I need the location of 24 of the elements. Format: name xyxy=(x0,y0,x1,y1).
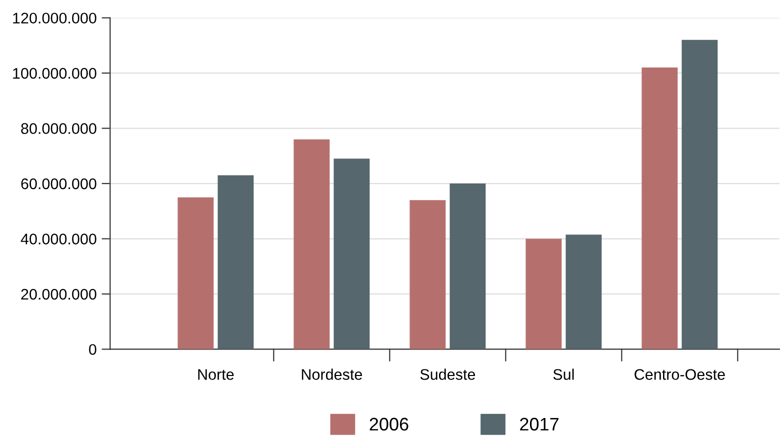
y-tick-label: 80.000.000 xyxy=(21,123,96,134)
y-tick-label: 0 xyxy=(89,344,96,355)
y-tick-label: 100.000.000 xyxy=(13,68,96,79)
bar xyxy=(410,200,446,350)
bar xyxy=(526,238,562,350)
y-tick-label: 40.000.000 xyxy=(20,234,96,244)
x-tick-label: Sul xyxy=(553,368,574,380)
legend-label: 2017 xyxy=(520,418,558,431)
x-tick-label: Nordeste xyxy=(302,368,362,380)
x-tick-label: Sudeste xyxy=(420,368,476,380)
bar xyxy=(642,68,678,350)
bar xyxy=(178,197,214,350)
bar xyxy=(334,158,370,350)
bar xyxy=(294,139,330,350)
bar xyxy=(682,40,718,350)
y-tick-label: 120.000.000 xyxy=(13,12,96,24)
y-tick-label: 20.000.000 xyxy=(21,288,96,300)
bar xyxy=(218,175,254,350)
x-tick-label: Centro-Oeste xyxy=(634,369,725,380)
y-tick-label: 60.000.000 xyxy=(21,178,96,190)
bar xyxy=(450,184,486,350)
bar xyxy=(566,234,602,350)
x-tick-label: Norte xyxy=(198,369,234,380)
legend-label: 2006 xyxy=(370,418,408,431)
